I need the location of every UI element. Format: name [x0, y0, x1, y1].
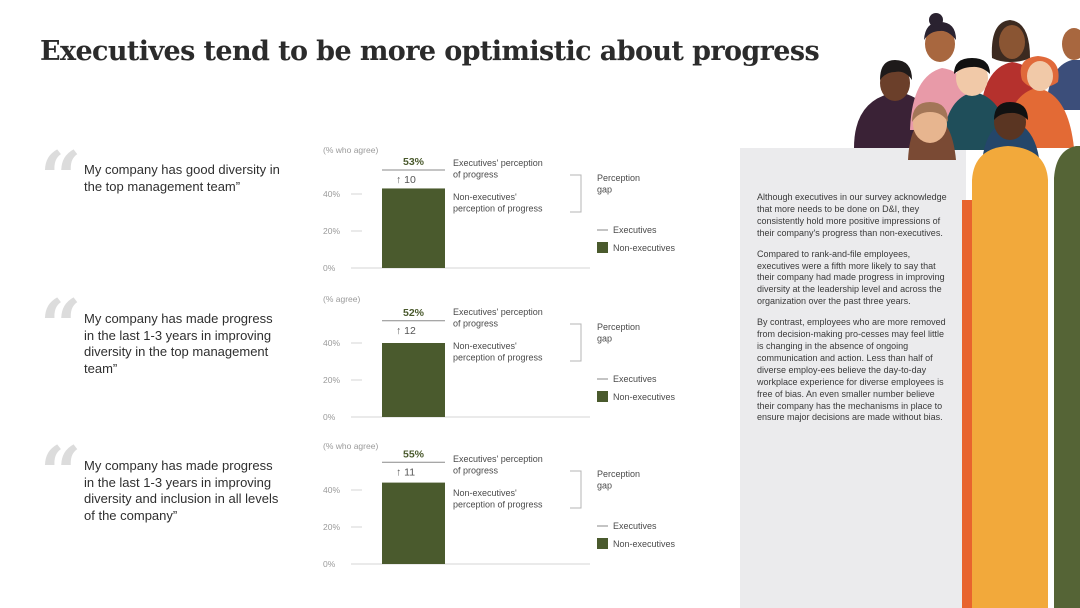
legend-non-executives-label: Non-executives [613, 243, 676, 253]
people-illustration [854, 13, 1080, 608]
legend-executives-label: Executives [613, 521, 657, 531]
figure-brown-small [908, 102, 956, 160]
y-tick-label: 0% [323, 412, 336, 422]
legend-non-executives-label: Non-executives [613, 392, 676, 402]
body-paragraph: By contrast, employees who are more remo… [757, 317, 946, 423]
quote-mark-icon: “ [40, 430, 82, 515]
y-tick-label: 0% [323, 263, 336, 273]
perception-gap-label: Perception gap [597, 322, 640, 344]
chart-subtitle: (% who agree) [323, 441, 378, 451]
y-tick-label: 0% [323, 559, 336, 569]
bar-chart: (% who agree) 40% 20% 0% 53% ↑ 10 Executives' … [323, 145, 676, 273]
executives-value-label: 55% [403, 448, 425, 460]
executives-value-label: 52% [403, 307, 425, 319]
quote-text: My company has made progress in the last… [84, 458, 279, 523]
legend-non-executives-swatch [597, 538, 608, 549]
chart-subtitle: (% who agree) [323, 145, 378, 155]
gap-value-label: ↑ 12 [396, 325, 416, 337]
y-tick-label: 40% [323, 485, 340, 495]
perception-gap-label: Perception gap [597, 173, 640, 195]
gap-value-label: ↑ 11 [396, 466, 415, 478]
page-title: Executives tend to be more optimistic ab… [40, 36, 820, 67]
body-paragraph: Compared to rank-and-file employees, exe… [757, 248, 945, 307]
perception-gap-label: Perception gap [597, 469, 640, 491]
figure-mustard [962, 146, 1048, 608]
chart-subtitle: (% agree) [323, 294, 360, 304]
non-executives-annotation: Non-executives' perception of progress [453, 192, 543, 214]
legend-non-executives-label: Non-executives [613, 539, 676, 549]
y-tick-label: 20% [323, 226, 340, 236]
quote-mark-icon: “ [40, 283, 82, 368]
perception-gap-bracket [570, 174, 582, 213]
non-executives-annotation: Non-executives' perception of progress [453, 341, 543, 363]
gap-value-label: ↑ 10 [396, 174, 416, 186]
legend-executives-label: Executives [613, 374, 657, 384]
figure-green [1054, 146, 1080, 608]
legend-non-executives-swatch [597, 242, 608, 253]
y-tick-label: 20% [323, 375, 340, 385]
quote-mark-icon: “ [40, 135, 82, 220]
y-tick-label: 40% [323, 189, 340, 199]
non-executives-bar [382, 343, 445, 417]
y-tick-label: 40% [323, 338, 340, 348]
non-executives-bar [382, 482, 445, 564]
perception-gap-bracket [570, 323, 582, 362]
perception-gap-bracket [570, 470, 582, 509]
executives-annotation: Executives' perception of progress [453, 454, 543, 476]
non-executives-annotation: Non-executives' perception of progress [453, 488, 543, 510]
legend-non-executives-swatch [597, 391, 608, 402]
body-paragraph: Although executives in our survey acknow… [757, 192, 947, 238]
non-executives-bar [382, 188, 445, 268]
y-tick-label: 20% [323, 522, 340, 532]
bar-chart: (% who agree) 40% 20% 0% 55% ↑ 11 Executives' … [323, 441, 676, 569]
bar-chart: (% agree) 40% 20% 0% 52% ↑ 12 Executives' perc… [323, 294, 676, 422]
side-panel [740, 148, 966, 608]
legend-executives-label: Executives [613, 225, 657, 235]
quote-text: My company has good diversity in the top… [84, 162, 280, 194]
executives-value-label: 53% [403, 156, 425, 168]
quote-text: My company has made progress in the last… [84, 311, 273, 376]
executives-annotation: Executives' perception of progress [453, 307, 543, 329]
body-text: Although executives in our survey acknow… [757, 192, 949, 433]
executives-annotation: Executives' perception of progress [453, 158, 543, 180]
